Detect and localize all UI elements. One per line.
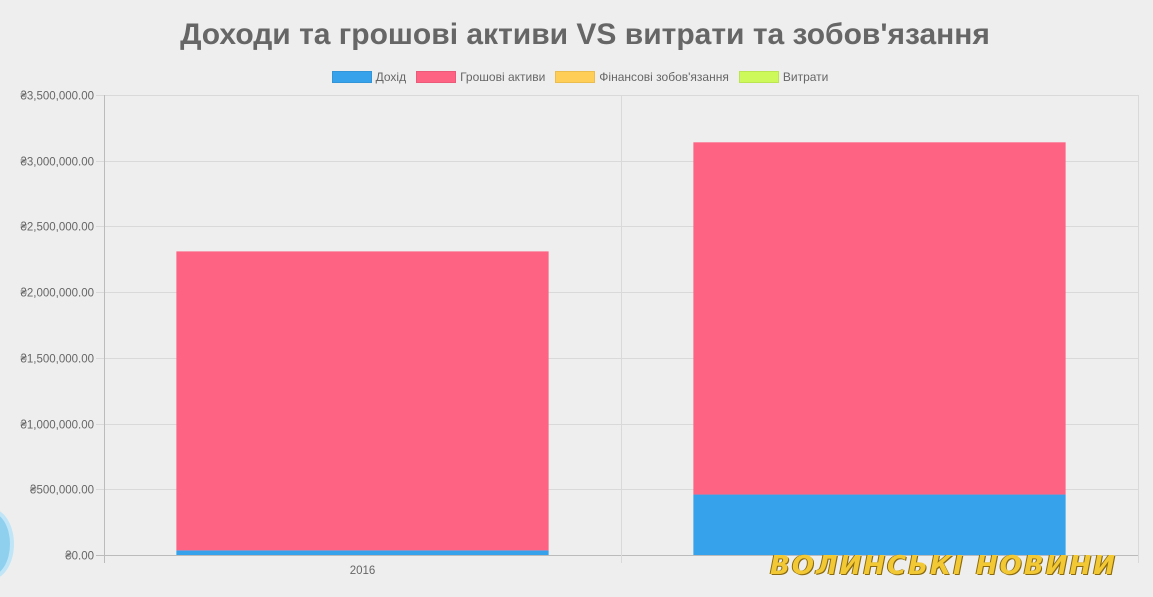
y-tick-label: ₴2,500,000.00 — [20, 222, 94, 234]
watermark-logo: ВОЛИНСЬКІ НОВИНИ — [770, 551, 1117, 581]
bar-segment — [176, 550, 549, 555]
legend-label: Дохід — [375, 70, 407, 84]
chart-title: Доходи та грошові активи VS витрати та з… — [180, 18, 990, 51]
legend-item[interactable]: Дохід — [331, 70, 407, 84]
side-widget-icon[interactable] — [0, 512, 10, 576]
y-tick-label: ₴2,000,000.00 — [20, 288, 94, 300]
legend-item[interactable]: Фінансові зобов'язання — [555, 70, 729, 84]
x-tick-label: 2016 — [350, 565, 376, 577]
chart-legend: Дохід Грошові активи Фінансові зобов'язанн… — [0, 70, 1153, 84]
legend-label: Грошові активи — [460, 70, 546, 84]
y-tick-label: ₴0.00 — [65, 551, 94, 563]
legend-swatch — [416, 71, 457, 83]
legend-item[interactable]: Грошові активи — [416, 70, 545, 84]
y-tick-label: ₴1,000,000.00 — [20, 420, 94, 432]
legend-item[interactable]: Витрати — [738, 70, 829, 84]
y-tick-label: ₴1,500,000.00 — [20, 354, 94, 366]
legend-swatch — [738, 71, 779, 83]
y-tick-label: ₴3,000,000.00 — [20, 157, 94, 169]
legend-label: Фінансові зобов'язання — [599, 70, 729, 84]
bar-segment — [693, 142, 1066, 495]
y-tick-label: ₴3,500,000.00 — [20, 91, 94, 103]
legend-swatch — [555, 71, 596, 83]
y-tick-label: ₴500,000.00 — [30, 485, 94, 497]
bar-segment — [693, 494, 1066, 555]
bar-segment — [176, 251, 549, 551]
legend-label: Витрати — [782, 70, 829, 84]
legend-swatch — [331, 71, 372, 83]
